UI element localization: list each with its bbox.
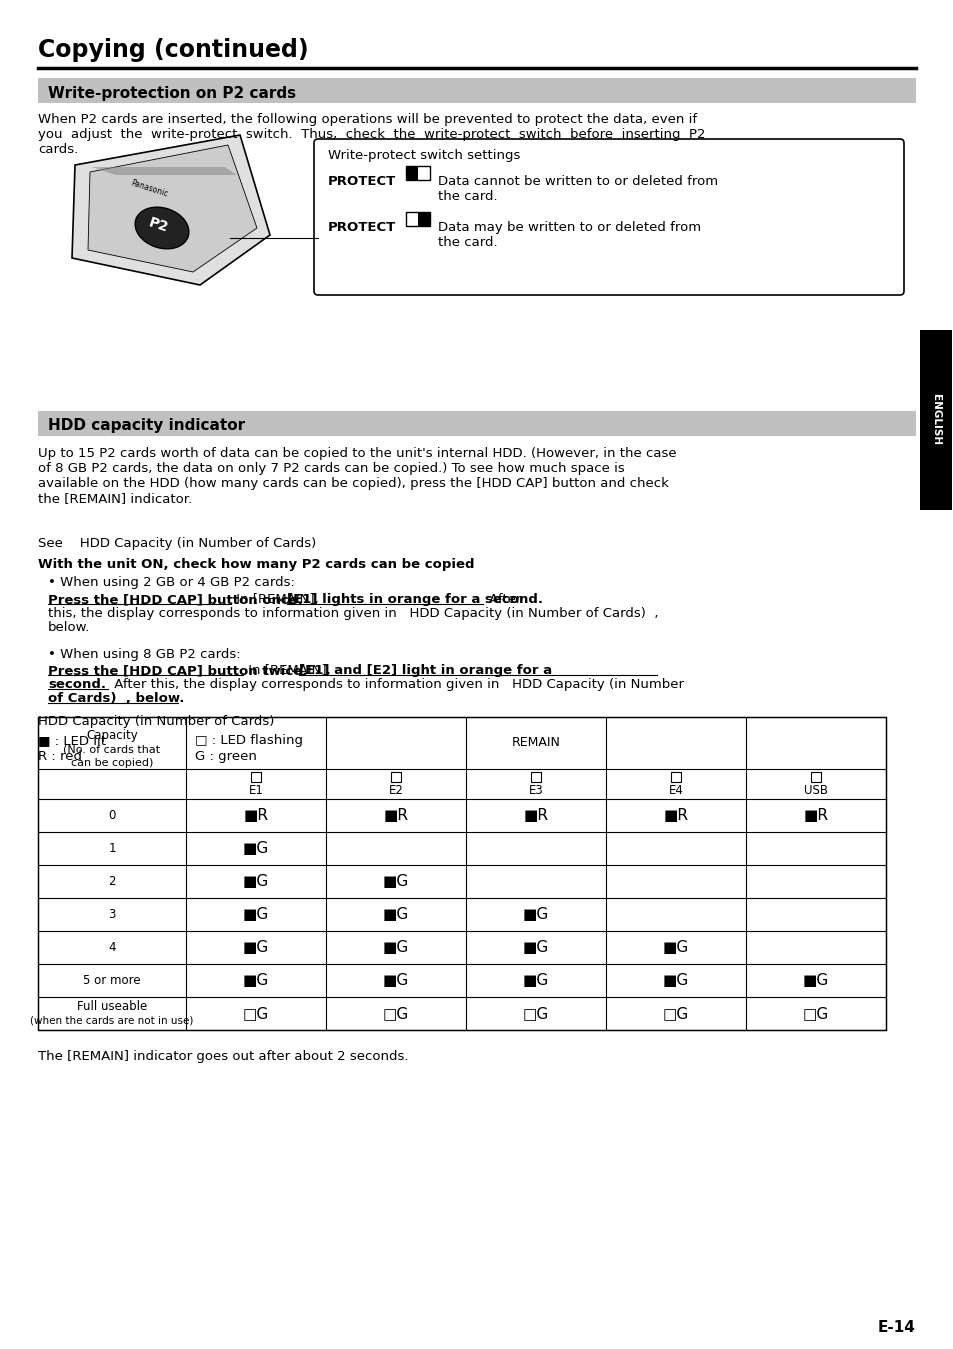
- Text: See    HDD Capacity (in Number of Cards): See HDD Capacity (in Number of Cards): [38, 537, 315, 550]
- Text: Write-protect switch settings: Write-protect switch settings: [328, 148, 519, 162]
- Text: □G: □G: [662, 1006, 688, 1021]
- Text: 4: 4: [108, 942, 115, 954]
- Text: □G: □G: [802, 1006, 828, 1021]
- Text: ■G: ■G: [243, 973, 269, 987]
- Text: of Cards)  , below.: of Cards) , below.: [48, 692, 184, 706]
- Text: [E1] and [E2] light in orange for a: [E1] and [E2] light in orange for a: [298, 664, 552, 677]
- Bar: [251, 772, 261, 782]
- Text: USB: USB: [803, 784, 827, 796]
- Bar: [810, 772, 821, 782]
- Text: In [REMAIN],: In [REMAIN],: [244, 664, 335, 677]
- Bar: [406, 166, 417, 179]
- Text: • When using 8 GB P2 cards:: • When using 8 GB P2 cards:: [48, 648, 240, 661]
- Text: R : red: R : red: [38, 750, 82, 764]
- Text: ■G: ■G: [522, 973, 549, 987]
- Text: The [REMAIN] indicator goes out after about 2 seconds.: The [REMAIN] indicator goes out after ab…: [38, 1050, 408, 1063]
- Text: 2: 2: [108, 876, 115, 888]
- Text: In [REMAIN],: In [REMAIN],: [232, 594, 323, 606]
- Bar: [531, 772, 540, 782]
- Text: ■G: ■G: [522, 940, 549, 955]
- Text: When P2 cards are inserted, the following operations will be prevented to protec: When P2 cards are inserted, the followin…: [38, 113, 705, 156]
- Polygon shape: [71, 135, 270, 285]
- FancyBboxPatch shape: [314, 139, 903, 295]
- Bar: [391, 772, 400, 782]
- Text: After this, the display corresponds to information given in   HDD Capacity (in N: After this, the display corresponds to i…: [110, 679, 683, 691]
- Bar: [38, 718, 885, 1031]
- Text: Up to 15 P2 cards worth of data can be copied to the unit's internal HDD. (Howev: Up to 15 P2 cards worth of data can be c…: [38, 447, 676, 505]
- Text: ■R: ■R: [523, 808, 548, 823]
- Ellipse shape: [135, 208, 189, 248]
- Text: second.: second.: [48, 679, 106, 691]
- Text: 5 or more: 5 or more: [83, 974, 141, 987]
- Text: G : green: G : green: [194, 750, 256, 764]
- Text: 0: 0: [109, 809, 115, 822]
- Text: HDD Capacity (in Number of Cards): HDD Capacity (in Number of Cards): [38, 715, 274, 728]
- Text: ■G: ■G: [802, 973, 828, 987]
- Text: ■G: ■G: [243, 840, 269, 857]
- Text: • When using 2 GB or 4 GB P2 cards:: • When using 2 GB or 4 GB P2 cards:: [48, 576, 294, 590]
- Text: ■G: ■G: [522, 907, 549, 921]
- Text: Write-protection on P2 cards: Write-protection on P2 cards: [48, 86, 295, 101]
- Text: can be copied): can be copied): [71, 758, 153, 768]
- Text: [E1] lights in orange for a second.: [E1] lights in orange for a second.: [287, 594, 542, 606]
- Text: E1: E1: [249, 784, 263, 796]
- Text: Panasonic: Panasonic: [130, 178, 170, 198]
- Text: ■R: ■R: [243, 808, 268, 823]
- Text: Capacity: Capacity: [86, 728, 138, 742]
- Bar: [406, 212, 430, 227]
- Text: (No. of cards that: (No. of cards that: [63, 745, 160, 754]
- Text: ■G: ■G: [382, 907, 409, 921]
- Text: After: After: [484, 594, 521, 606]
- Text: ■R: ■R: [662, 808, 688, 823]
- Text: ■G: ■G: [662, 973, 688, 987]
- Text: □G: □G: [243, 1006, 269, 1021]
- Text: ■R: ■R: [802, 808, 827, 823]
- Text: □G: □G: [522, 1006, 549, 1021]
- Bar: [38, 78, 915, 103]
- Text: E-14: E-14: [877, 1321, 915, 1336]
- Text: ■G: ■G: [243, 874, 269, 889]
- Text: E4: E4: [668, 784, 682, 796]
- Text: ■G: ■G: [382, 973, 409, 987]
- Text: ■G: ■G: [662, 940, 688, 955]
- Text: Full useable: Full useable: [77, 1000, 147, 1013]
- Text: REMAIN: REMAIN: [511, 737, 559, 750]
- Text: Data may be written to or deleted from
the card.: Data may be written to or deleted from t…: [437, 221, 700, 250]
- Text: □ : LED flashing: □ : LED flashing: [194, 734, 303, 747]
- Polygon shape: [88, 144, 256, 272]
- Bar: [417, 212, 430, 227]
- Text: PROTECT: PROTECT: [328, 221, 395, 233]
- Text: Copying (continued): Copying (continued): [38, 38, 309, 62]
- Text: ■G: ■G: [243, 907, 269, 921]
- Text: ■G: ■G: [382, 940, 409, 955]
- Text: ■G: ■G: [382, 874, 409, 889]
- Bar: [38, 411, 915, 436]
- Bar: [670, 772, 680, 782]
- Text: ■R: ■R: [383, 808, 408, 823]
- Text: (when the cards are not in use): (when the cards are not in use): [30, 1016, 193, 1025]
- Bar: [919, 331, 951, 510]
- Text: 3: 3: [109, 908, 115, 921]
- Text: PROTECT: PROTECT: [328, 175, 395, 188]
- Text: With the unit ON, check how many P2 cards can be copied: With the unit ON, check how many P2 card…: [38, 558, 474, 571]
- Text: Press the [HDD CAP] button twice.: Press the [HDD CAP] button twice.: [48, 664, 307, 677]
- Text: ENGLISH: ENGLISH: [930, 394, 940, 445]
- Bar: [406, 166, 430, 179]
- Text: ■G: ■G: [243, 940, 269, 955]
- Text: Press the [HDD CAP] button once.: Press the [HDD CAP] button once.: [48, 594, 302, 606]
- Text: 1: 1: [108, 842, 115, 855]
- Text: below.: below.: [48, 621, 91, 634]
- Text: Data cannot be written to or deleted from
the card.: Data cannot be written to or deleted fro…: [437, 175, 718, 202]
- Text: E3: E3: [528, 784, 543, 796]
- Text: HDD capacity indicator: HDD capacity indicator: [48, 418, 245, 433]
- Text: this, the display corresponds to information given in   HDD Capacity (in Number : this, the display corresponds to informa…: [48, 607, 658, 621]
- Text: □G: □G: [382, 1006, 409, 1021]
- Text: E2: E2: [388, 784, 403, 796]
- Text: P2: P2: [146, 216, 170, 235]
- Text: ■ : LED lit: ■ : LED lit: [38, 734, 106, 747]
